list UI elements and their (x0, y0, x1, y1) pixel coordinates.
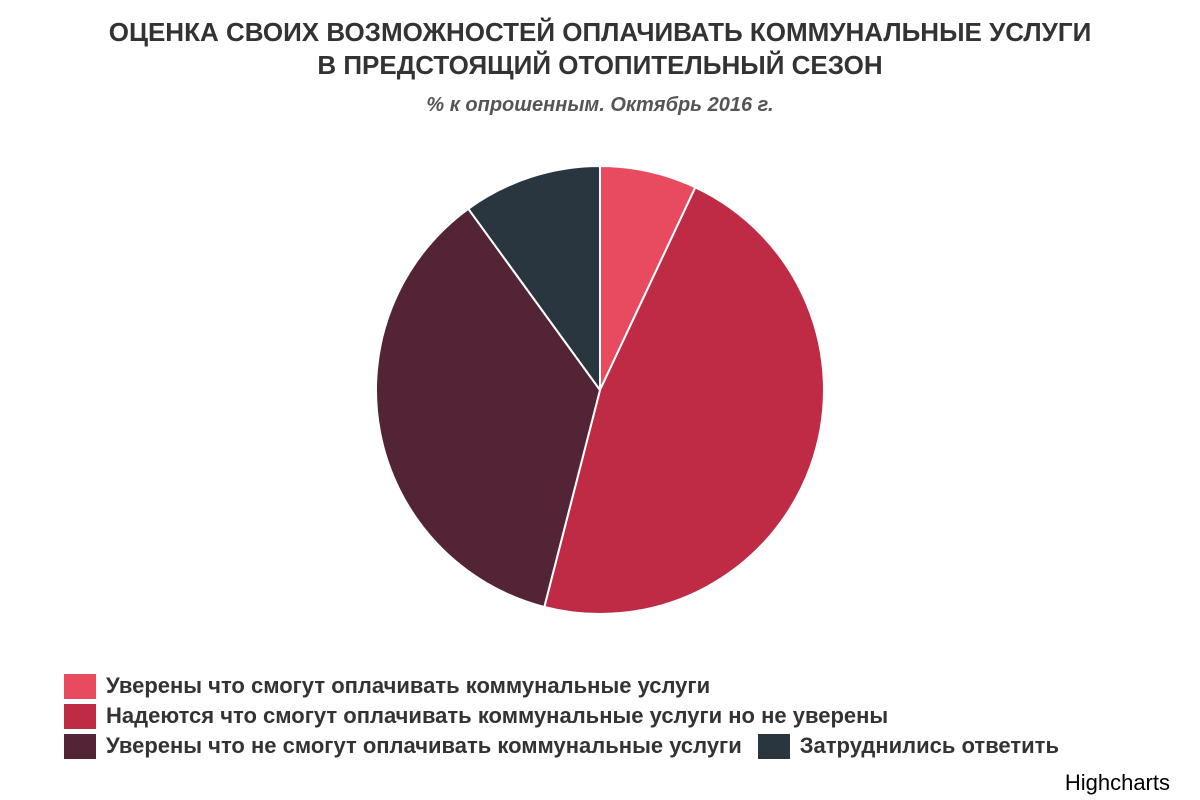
legend-swatch (64, 733, 96, 759)
legend: Уверены что смогут оплачивать коммунальн… (64, 671, 1164, 761)
legend-label: Надеются что смогут оплачивать коммуналь… (106, 703, 889, 728)
legend-item-undecided[interactable]: Затруднились ответить (757, 733, 1059, 759)
chart-title-line2: В ПРЕДСТОЯЩИЙ ОТОПИТЕЛЬНЫЙ СЕЗОН (317, 50, 883, 80)
legend-label: Уверены что смогут оплачивать коммунальн… (106, 673, 711, 698)
legend-swatch (64, 703, 96, 729)
pie-slice-2[interactable] (543, 186, 825, 615)
legend-row: Уверены что не смогут оплачивать коммуна… (64, 731, 1164, 761)
legend-item-confident-can-pay[interactable]: Уверены что смогут оплачивать коммунальн… (64, 673, 710, 699)
credits-link[interactable]: Highcharts (1064, 770, 1170, 795)
legend-item-confident-cannot-pay[interactable]: Уверены что не смогут оплачивать коммуна… (64, 733, 742, 759)
pie-slice-3[interactable] (375, 207, 601, 608)
pie-chart (375, 165, 825, 615)
legend-swatch (64, 673, 96, 699)
legend-label: Уверены что не смогут оплачивать коммуна… (106, 733, 742, 758)
chart-subtitle: % к опрошенным. Октябрь 2016 г. (426, 94, 774, 116)
legend-swatch (757, 733, 790, 759)
legend-label: Затруднились ответить (799, 733, 1059, 758)
pie-slice-4[interactable] (467, 165, 601, 391)
legend-item-hope-can-pay[interactable]: Надеются что смогут оплачивать коммуналь… (64, 703, 888, 729)
legend-row: Надеются что смогут оплачивать коммуналь… (64, 701, 1164, 731)
chart-title: ОЦЕНКА СВОИХ ВОЗМОЖНОСТЕЙ ОПЛАЧИВАТЬ КОМ… (0, 16, 1200, 82)
chart-title-line1: ОЦЕНКА СВОИХ ВОЗМОЖНОСТЕЙ ОПЛАЧИВАТЬ КОМ… (108, 17, 1092, 47)
legend-row: Уверены что смогут оплачивать коммунальн… (64, 671, 1164, 701)
